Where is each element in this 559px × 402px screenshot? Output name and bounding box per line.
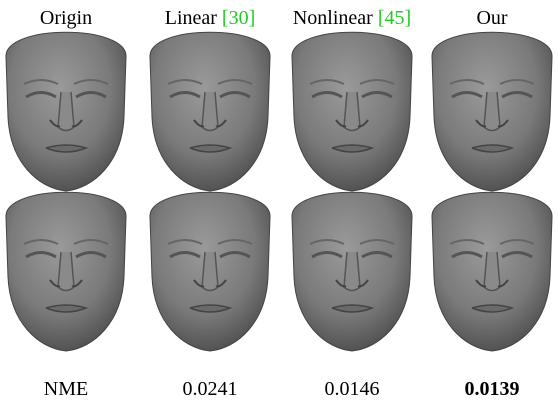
- citation: [30]: [222, 7, 255, 29]
- face-render: [4, 190, 128, 353]
- column-header: Nonlinear [45]: [293, 7, 411, 29]
- method-name: Our: [476, 7, 507, 29]
- column-header: Origin: [40, 7, 92, 29]
- face-render: [4, 30, 128, 193]
- metric-label: NME: [44, 378, 88, 400]
- face-render: [290, 30, 414, 193]
- column-header: Linear [30]: [165, 7, 256, 29]
- citation: [45]: [378, 7, 411, 29]
- metric-value: 0.0146: [325, 378, 380, 400]
- method-name: Origin: [40, 7, 92, 29]
- face-render: [290, 190, 414, 353]
- column-header: Our: [476, 7, 507, 29]
- face-grid: [4, 30, 554, 353]
- face-render: [430, 30, 554, 193]
- method-name: Linear: [165, 7, 218, 29]
- metric-value: 0.0241: [183, 378, 238, 400]
- face-render: [148, 190, 272, 353]
- metric-value: 0.0139: [465, 378, 520, 400]
- method-name: Nonlinear: [293, 7, 373, 29]
- face-render: [148, 30, 272, 193]
- face-render: [430, 190, 554, 353]
